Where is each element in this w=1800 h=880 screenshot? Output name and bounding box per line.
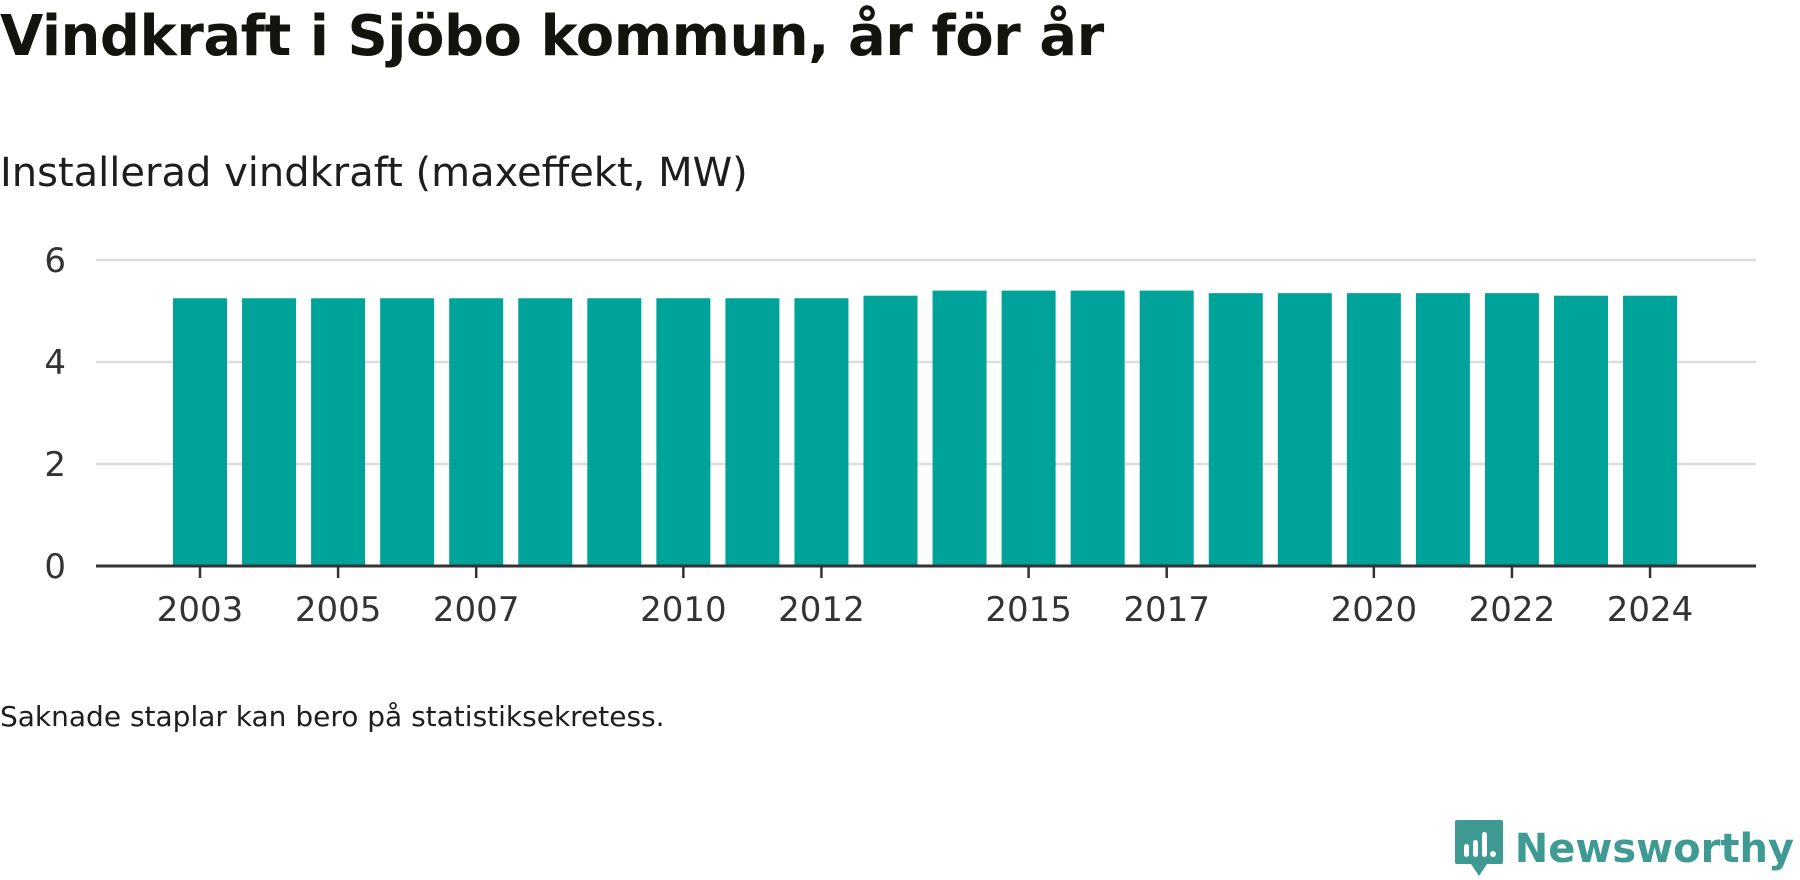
x-axis	[96, 564, 1756, 578]
bar-2004	[242, 298, 297, 566]
bar-2008	[518, 298, 573, 566]
bar-2021	[1415, 293, 1470, 566]
bar-2014	[932, 290, 987, 566]
x-tick-label: 2024	[1607, 590, 1694, 630]
x-tick-label: 2020	[1331, 590, 1418, 630]
chart-subtitle: Installerad vindkraft (maxeffekt, MW)	[0, 150, 748, 196]
newsworthy-logo: Newsworthy	[1453, 818, 1794, 880]
footnote: Saknade staplar kan bero på statistiksek…	[0, 700, 665, 733]
bar-2022	[1484, 293, 1539, 566]
bar-2003	[173, 298, 227, 566]
bar-2023	[1554, 295, 1608, 566]
bar-2013	[863, 295, 918, 566]
x-tick-label: 2012	[778, 590, 865, 630]
x-tick-label: 2022	[1469, 590, 1556, 630]
bar-2005	[311, 298, 366, 566]
bar-2016	[1070, 290, 1125, 566]
bar-2018	[1208, 293, 1263, 566]
bar-2024	[1623, 295, 1678, 566]
brand-name: Newsworthy	[1514, 826, 1794, 872]
chart-title: Vindkraft i Sjöbo kommun, år för år	[0, 4, 1104, 69]
x-tick-label: 2005	[295, 590, 382, 630]
y-tick-labels: 0 2 4 6	[44, 241, 66, 587]
bar-2009	[587, 298, 642, 566]
x-tick-label: 2003	[157, 590, 244, 630]
x-tick-label: 2017	[1123, 590, 1210, 630]
bar-2007	[449, 298, 504, 566]
y-tick-label: 2	[44, 445, 66, 485]
bars	[173, 290, 1678, 566]
x-tick-label: 2007	[433, 590, 520, 630]
bar-2017	[1139, 290, 1194, 566]
bar-chart: 0 2 4 6 2003 2005 2007 2010 2012 2015 2017 2020 202…	[44, 241, 1756, 630]
y-tick-label: 6	[44, 241, 66, 281]
newsworthy-logo-icon	[1454, 820, 1503, 876]
bar-2019	[1277, 293, 1332, 566]
y-tick-label: 4	[44, 343, 66, 383]
x-tick-label: 2015	[985, 590, 1072, 630]
x-tick-label: 2010	[640, 590, 727, 630]
bar-2012	[794, 298, 849, 566]
y-tick-label: 0	[44, 547, 66, 587]
bar-2011	[725, 298, 780, 566]
bar-2015	[1001, 290, 1056, 566]
bar-2010	[656, 298, 711, 566]
gridlines	[96, 258, 1756, 466]
bar-2020	[1346, 293, 1401, 566]
x-tick-labels: 2003 2005 2007 2010 2012 2015 2017 2020 2022 2024	[157, 590, 1694, 630]
bar-2006	[380, 298, 435, 566]
